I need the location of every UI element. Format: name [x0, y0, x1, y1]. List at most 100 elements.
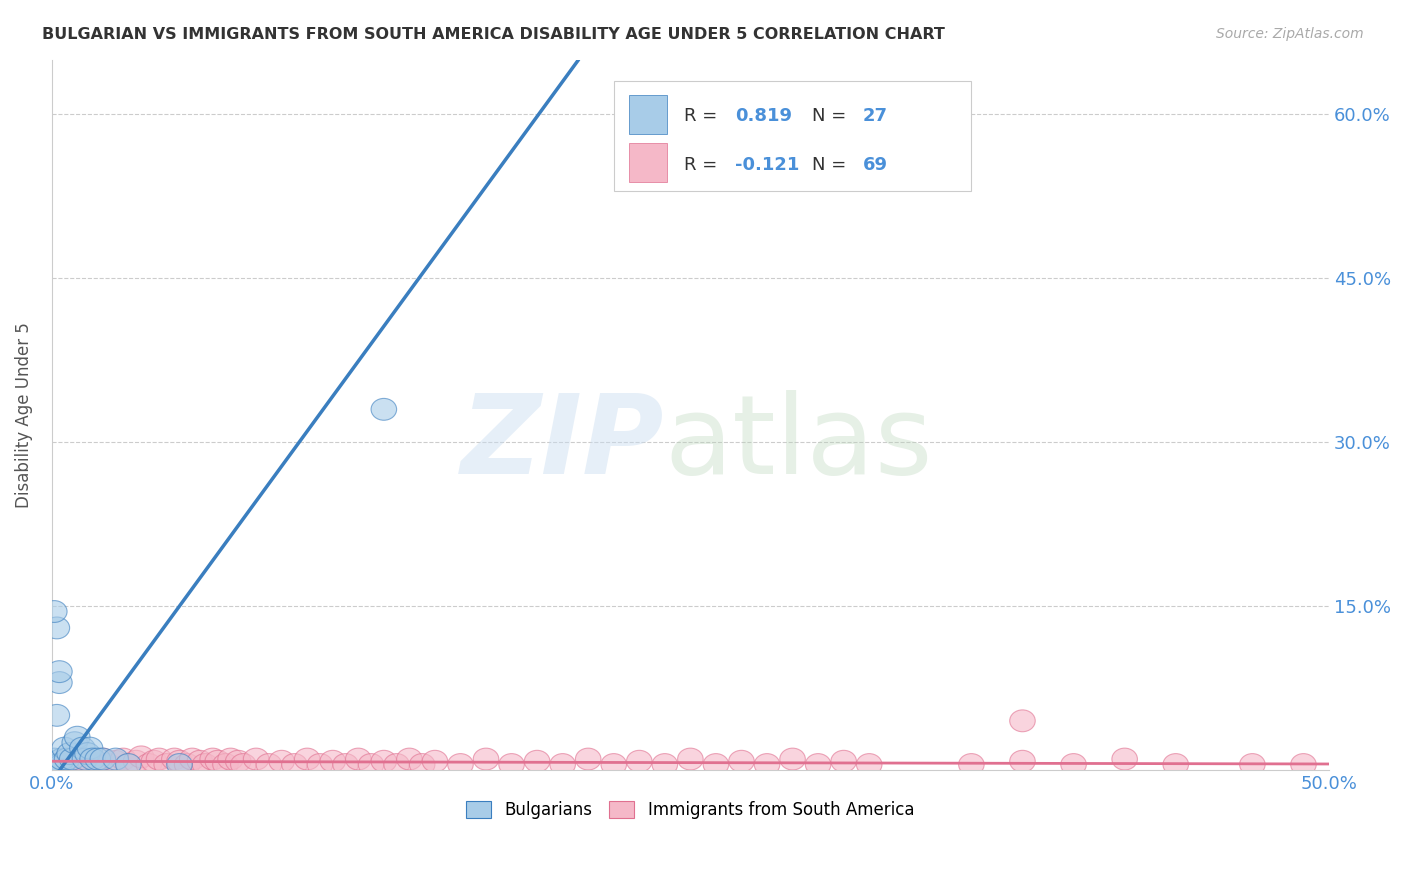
Ellipse shape — [1010, 710, 1035, 731]
Ellipse shape — [384, 754, 409, 775]
Ellipse shape — [200, 748, 225, 770]
Ellipse shape — [422, 750, 447, 772]
Ellipse shape — [307, 754, 333, 775]
Text: BULGARIAN VS IMMIGRANTS FROM SOUTH AMERICA DISABILITY AGE UNDER 5 CORRELATION CH: BULGARIAN VS IMMIGRANTS FROM SOUTH AMERI… — [42, 27, 945, 42]
Text: atlas: atlas — [665, 390, 934, 497]
Ellipse shape — [243, 748, 269, 770]
FancyBboxPatch shape — [614, 81, 972, 191]
Ellipse shape — [84, 754, 111, 775]
Ellipse shape — [294, 748, 321, 770]
Ellipse shape — [575, 748, 600, 770]
Ellipse shape — [231, 754, 256, 775]
Ellipse shape — [218, 748, 243, 770]
Ellipse shape — [46, 661, 72, 682]
Ellipse shape — [409, 754, 434, 775]
Text: Source: ZipAtlas.com: Source: ZipAtlas.com — [1216, 27, 1364, 41]
Ellipse shape — [187, 750, 212, 772]
Ellipse shape — [55, 748, 80, 770]
Ellipse shape — [806, 754, 831, 775]
FancyBboxPatch shape — [628, 95, 668, 134]
Ellipse shape — [52, 737, 77, 759]
Ellipse shape — [346, 748, 371, 770]
Text: 69: 69 — [863, 156, 887, 174]
Ellipse shape — [96, 754, 121, 775]
Ellipse shape — [59, 748, 84, 770]
Ellipse shape — [70, 754, 96, 775]
Ellipse shape — [180, 748, 205, 770]
Ellipse shape — [77, 737, 103, 759]
Ellipse shape — [141, 750, 167, 772]
Ellipse shape — [256, 754, 281, 775]
Ellipse shape — [396, 748, 422, 770]
Ellipse shape — [44, 705, 70, 726]
Ellipse shape — [80, 748, 105, 770]
Ellipse shape — [1291, 754, 1316, 775]
Ellipse shape — [56, 743, 83, 764]
Text: R =: R = — [683, 107, 723, 126]
Ellipse shape — [359, 754, 384, 775]
Ellipse shape — [111, 748, 136, 770]
Ellipse shape — [128, 746, 153, 768]
Text: N =: N = — [811, 107, 852, 126]
Ellipse shape — [59, 754, 84, 775]
Ellipse shape — [728, 750, 754, 772]
Ellipse shape — [167, 754, 193, 775]
Ellipse shape — [474, 748, 499, 770]
Text: 27: 27 — [863, 107, 887, 126]
FancyBboxPatch shape — [628, 144, 668, 183]
Ellipse shape — [162, 748, 187, 770]
Ellipse shape — [65, 748, 90, 770]
Ellipse shape — [1163, 754, 1188, 775]
Text: -0.121: -0.121 — [735, 156, 800, 174]
Ellipse shape — [77, 750, 103, 772]
Text: ZIP: ZIP — [461, 390, 665, 497]
Text: N =: N = — [811, 156, 852, 174]
Ellipse shape — [124, 750, 149, 772]
Ellipse shape — [49, 754, 75, 775]
Ellipse shape — [959, 754, 984, 775]
Ellipse shape — [371, 750, 396, 772]
Ellipse shape — [44, 617, 70, 639]
Ellipse shape — [269, 750, 294, 772]
Ellipse shape — [1112, 748, 1137, 770]
Ellipse shape — [333, 754, 359, 775]
Ellipse shape — [205, 750, 231, 772]
Ellipse shape — [627, 750, 652, 772]
Ellipse shape — [600, 754, 627, 775]
Text: 0.819: 0.819 — [735, 107, 792, 126]
Ellipse shape — [856, 754, 882, 775]
Ellipse shape — [780, 748, 806, 770]
Ellipse shape — [62, 731, 87, 754]
Text: R =: R = — [683, 156, 723, 174]
Legend: Bulgarians, Immigrants from South America: Bulgarians, Immigrants from South Americ… — [460, 794, 921, 826]
Ellipse shape — [90, 748, 115, 770]
Ellipse shape — [754, 754, 780, 775]
Ellipse shape — [524, 750, 550, 772]
Ellipse shape — [46, 672, 72, 693]
Ellipse shape — [652, 754, 678, 775]
Ellipse shape — [115, 754, 141, 775]
Ellipse shape — [321, 750, 346, 772]
Ellipse shape — [153, 754, 180, 775]
Ellipse shape — [174, 754, 200, 775]
Ellipse shape — [70, 737, 96, 759]
Ellipse shape — [52, 754, 77, 775]
Ellipse shape — [103, 748, 128, 770]
Ellipse shape — [75, 743, 100, 764]
Ellipse shape — [703, 754, 728, 775]
Ellipse shape — [550, 754, 575, 775]
Ellipse shape — [136, 754, 162, 775]
Ellipse shape — [49, 748, 75, 770]
Ellipse shape — [46, 754, 72, 775]
Ellipse shape — [499, 754, 524, 775]
Ellipse shape — [42, 748, 67, 770]
Ellipse shape — [678, 748, 703, 770]
Ellipse shape — [72, 748, 98, 770]
Ellipse shape — [146, 748, 172, 770]
Ellipse shape — [281, 754, 307, 775]
Ellipse shape — [212, 754, 238, 775]
Ellipse shape — [1240, 754, 1265, 775]
Ellipse shape — [1010, 750, 1035, 772]
Ellipse shape — [371, 399, 396, 420]
Ellipse shape — [65, 726, 90, 748]
